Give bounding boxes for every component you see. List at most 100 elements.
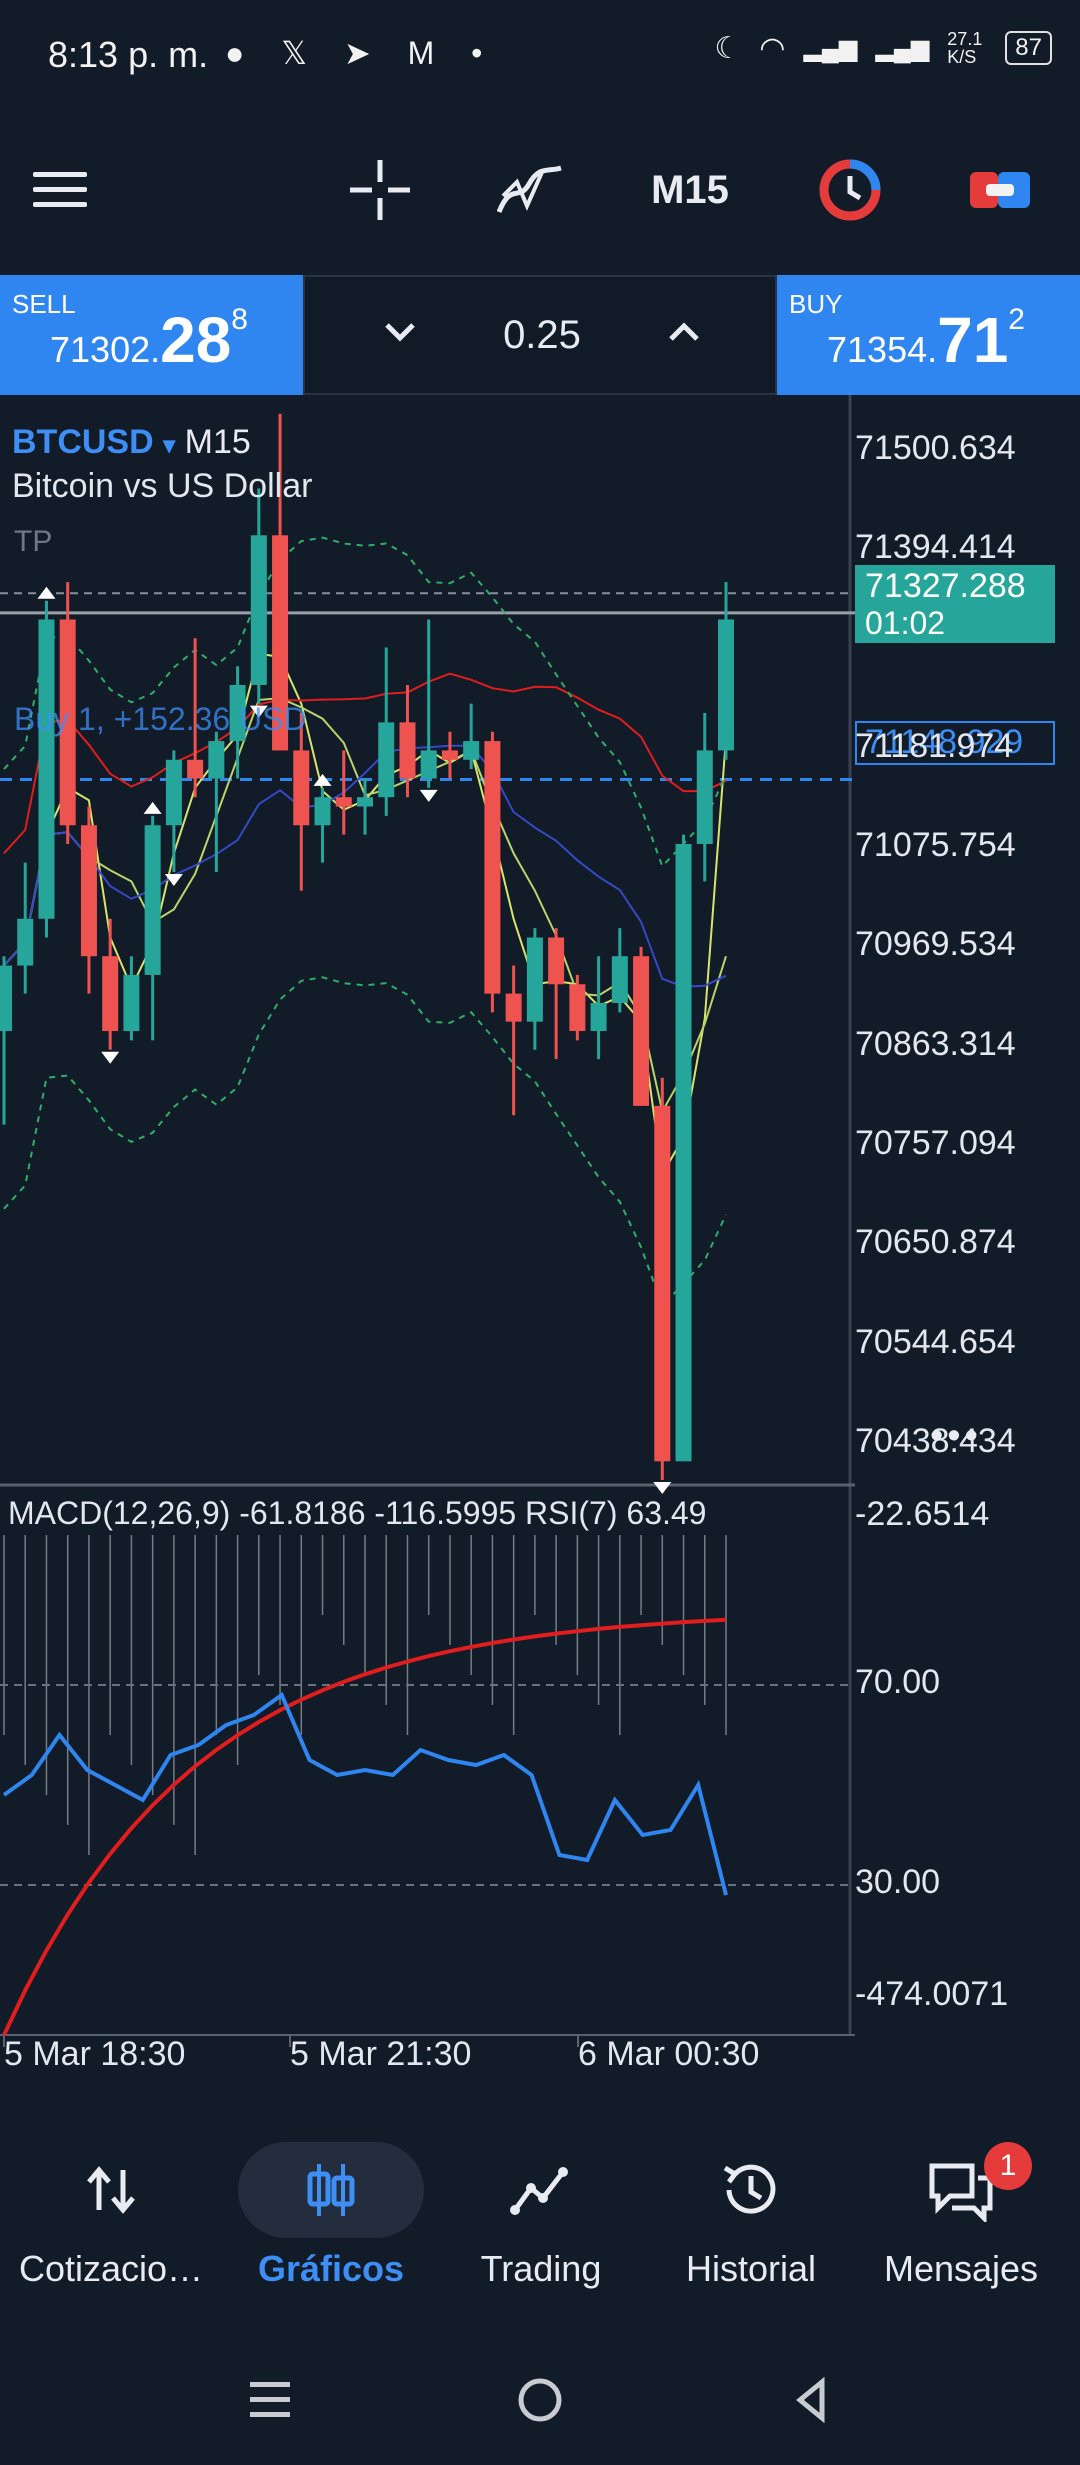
price-tick-label: 70438.434 (855, 1422, 1016, 1461)
fractal-up-arrow (143, 801, 162, 814)
indicator-tick-label: -22.6514 (855, 1495, 990, 1533)
candle-body (314, 797, 331, 826)
candle-body (102, 956, 119, 1032)
candle-body (569, 984, 586, 1032)
nav-charts-label: Gráficos (257, 2248, 405, 2289)
buy-price-big: 71 (937, 304, 1009, 376)
nav-messages[interactable]: 1 Mensajes (856, 2120, 1066, 2320)
sell-button[interactable]: SELL 71302.288 (0, 275, 303, 395)
lot-size-value[interactable]: 0.25 (503, 313, 581, 357)
nav-history[interactable]: Historial (646, 2120, 856, 2320)
indicator-tick-label: 70.00 (855, 1663, 941, 1701)
gmail-icon: M (407, 35, 449, 71)
candle-body (463, 741, 480, 760)
indicators-button[interactable] (480, 130, 580, 250)
price-tick-label: 70757.094 (855, 1123, 1016, 1162)
candle-body (420, 750, 437, 779)
recent-apps-icon[interactable] (250, 2382, 290, 2417)
sell-price: 71302.288 (50, 303, 248, 377)
candle-body (399, 722, 416, 779)
symbol-dropdown-icon: ▾ (163, 432, 176, 459)
sell-price-sup: 8 (231, 303, 248, 336)
battery-indicator: 87 (1005, 31, 1052, 65)
nav-charts[interactable]: Gráficos (226, 2120, 436, 2320)
price-tick-label: 70650.874 (855, 1223, 1016, 1262)
candle-body (123, 974, 140, 1032)
crosshair-button[interactable] (330, 130, 430, 250)
candle-body (526, 937, 543, 1022)
crosshair-icon (350, 160, 410, 220)
status-right: ☾ ◠ ▂▄▆ ▂▄▆ 27.1 K/S 87 (714, 30, 1052, 66)
candle-body (80, 825, 97, 957)
candle-body (675, 843, 692, 1462)
back-icon[interactable] (796, 2376, 825, 2424)
macd-signal-line (2, 1617, 727, 2036)
symbol-name: BTCUSD (12, 423, 154, 461)
timeframe-button[interactable]: M15 (651, 167, 729, 212)
chart-canvas[interactable] (0, 395, 1080, 2055)
one-click-trading-icon (819, 159, 881, 221)
bottom-navigation: Cotizacio… Gráficos Trading (0, 2120, 1080, 2320)
candle-body (0, 965, 12, 1032)
candle-body (229, 684, 246, 742)
candle-body (38, 619, 55, 919)
candle-body (611, 956, 628, 1003)
price-tick-label: 71181.974 (855, 726, 1014, 765)
tp-label: TP (14, 525, 53, 558)
sell-price-prefix: 71302. (50, 329, 161, 370)
system-navigation-bar (0, 2340, 1080, 2460)
menu-button[interactable] (10, 130, 110, 250)
nav-quotes[interactable]: Cotizacio… (6, 2120, 216, 2320)
rsi-line (2, 1691, 728, 1896)
one-click-trade-panel: SELL 71302.288 0.25 BUY 71354.712 (0, 275, 1080, 395)
new-order-button[interactable] (950, 130, 1050, 250)
candle-body (335, 797, 352, 807)
candle-body (654, 1105, 671, 1462)
time-tick-label: 5 Mar 18:30 (4, 2035, 186, 2073)
time-tick-label: 6 Mar 00:30 (578, 2035, 760, 2073)
nav-history-label: Historial (685, 2248, 817, 2289)
current-price-tag: 71327.288 01:02 (855, 565, 1055, 643)
fractal-down-arrow (101, 1051, 120, 1064)
candle-body (548, 937, 565, 985)
symbol-description: Bitcoin vs US Dollar (12, 467, 313, 505)
envelope-upper (3, 536, 727, 869)
price-tick-label: 70544.654 (855, 1322, 1016, 1361)
candle-body (505, 993, 522, 1022)
price-tick-label: 70863.314 (855, 1024, 1016, 1063)
price-tick-label: 71075.754 (855, 825, 1016, 864)
quotes-arrows-icon (87, 2166, 135, 2214)
dot-icon: • (471, 35, 497, 71)
candle-body (165, 759, 182, 826)
candle-body (718, 619, 734, 751)
lot-size-control: 0.25 (303, 275, 777, 395)
buy-button[interactable]: BUY 71354.712 (777, 275, 1080, 395)
position-price-value: 71148.929 (865, 723, 1024, 761)
candle-body (272, 535, 289, 751)
history-clock-icon (723, 2164, 776, 2214)
candle-body (590, 1002, 607, 1032)
price-chart[interactable]: BTCUSD ▾ M15 Bitcoin vs US Dollar TP Buy… (0, 395, 1080, 2073)
home-icon[interactable] (518, 2378, 562, 2422)
ma-slow-line (3, 744, 727, 988)
symbol-label[interactable]: BTCUSD ▾ M15 (12, 423, 251, 462)
position-line-label[interactable]: Buy 1, +152.36 USD (14, 701, 307, 737)
spotify-icon: ● (225, 35, 259, 71)
fractal-down-arrow (653, 1482, 672, 1494)
candle-body (144, 825, 161, 975)
price-tick-label: 71500.634 (855, 428, 1016, 467)
nav-trading[interactable]: Trading (436, 2120, 646, 2320)
fractal-up-arrow (313, 773, 332, 786)
more-options-icon[interactable]: ••• (930, 1415, 982, 1457)
increase-lot-icon[interactable] (659, 307, 709, 357)
signal-icon: ▂▄▆ (803, 34, 858, 62)
decrease-lot-icon[interactable] (375, 307, 425, 357)
one-click-button[interactable] (800, 130, 900, 250)
candle-body (208, 741, 225, 779)
indicator-tick-label: -474.0071 (855, 1975, 1009, 2013)
bar-countdown: 01:02 (865, 605, 946, 641)
nav-quotes-label: Cotizacio… (18, 2248, 204, 2289)
wifi-icon: ◠ (759, 31, 786, 65)
price-tick-label: 71394.414 (855, 527, 1016, 566)
hamburger-icon (33, 172, 87, 207)
